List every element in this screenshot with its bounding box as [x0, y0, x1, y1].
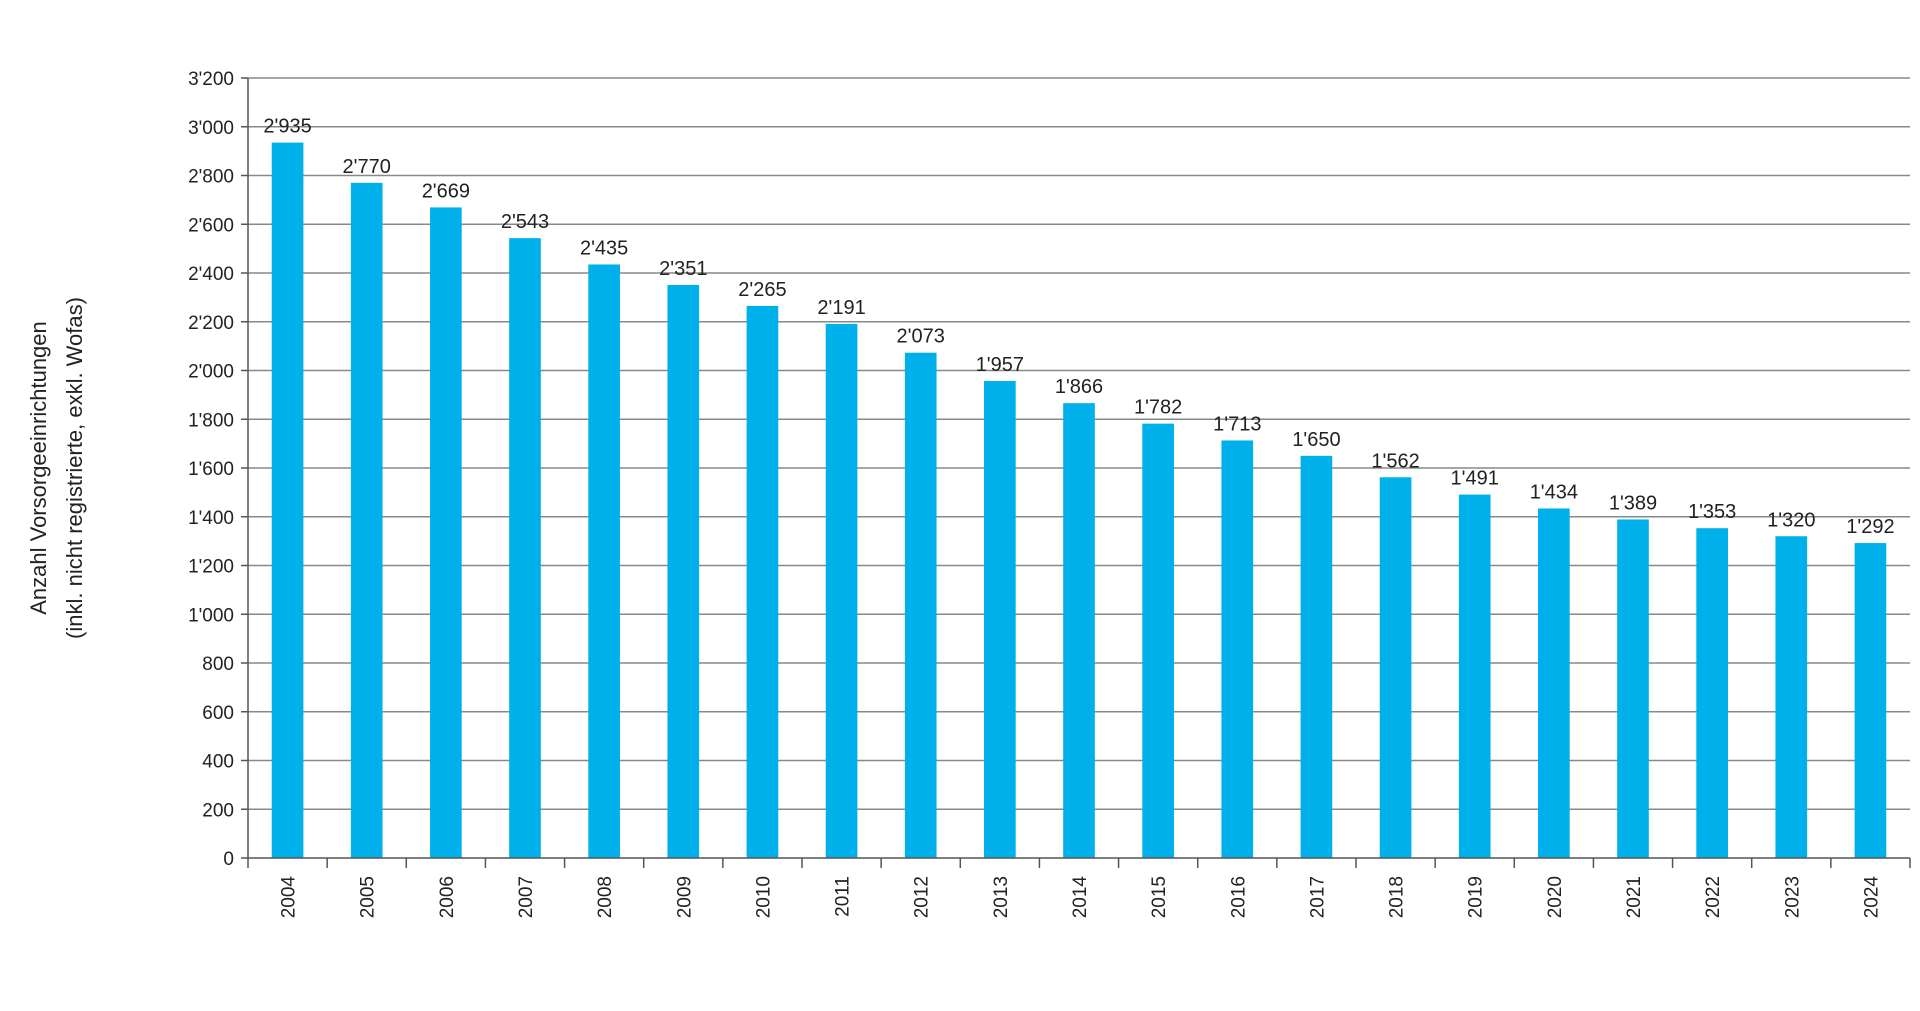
x-tick-label-2010: 2010: [753, 876, 774, 918]
bar-2018: [1379, 477, 1412, 858]
y-tick-label: 1'200: [188, 557, 234, 578]
data-label-2016: 1'713: [1213, 413, 1261, 435]
data-label-2014: 1'866: [1055, 376, 1103, 398]
y-axis-label: Anzahl Vorsorgeeinrichtungen (inkl. nicht…: [26, 297, 87, 639]
bar-2006: [430, 207, 462, 858]
data-label-2004: 2'935: [263, 116, 311, 138]
bar-2005: [350, 182, 383, 858]
data-label-2019: 1'491: [1451, 468, 1499, 490]
x-tick-label-2017: 2017: [1307, 876, 1328, 918]
data-label-2009: 2'351: [659, 258, 707, 280]
y-tick-label: 200: [202, 800, 234, 821]
data-label-2018: 1'562: [1371, 450, 1419, 472]
y-tick-label: 2'400: [188, 264, 234, 285]
bar-2020: [1538, 508, 1570, 858]
data-label-2007: 2'543: [501, 211, 549, 233]
x-tick-label-2019: 2019: [1466, 876, 1487, 918]
y-tick-label: 400: [202, 752, 234, 773]
y-tick-label: 0: [223, 849, 234, 870]
bar-2022: [1696, 528, 1728, 858]
y-axis-label-line-1: Anzahl Vorsorgeeinrichtungen: [26, 321, 51, 615]
bar-2019: [1458, 494, 1491, 858]
x-tick-label-2023: 2023: [1782, 876, 1803, 918]
bar-2010: [746, 305, 779, 858]
bar-2016: [1221, 440, 1254, 858]
data-label-2024: 1'292: [1846, 516, 1894, 538]
y-tick-label: 800: [202, 654, 234, 675]
bar-2021: [1617, 519, 1649, 858]
y-tick-label: 3'200: [188, 69, 234, 90]
x-tick-label-2006: 2006: [437, 876, 458, 918]
axes: [241, 77, 1911, 868]
x-tick-label-2020: 2020: [1545, 876, 1566, 918]
data-label-2012: 2'073: [897, 326, 945, 348]
bar-2023: [1775, 536, 1808, 858]
x-tick-label-2022: 2022: [1703, 876, 1724, 918]
bar-2008: [588, 264, 620, 858]
y-tick-label: 1'600: [188, 459, 234, 480]
y-axis-label-line-2: (inkl. nicht registrierte, exkl. Wofas): [62, 297, 87, 639]
x-tick-label-2014: 2014: [1070, 876, 1091, 919]
y-tick-label: 1'000: [188, 605, 234, 626]
data-label-2020: 1'434: [1530, 481, 1578, 503]
bar-2007: [509, 238, 541, 859]
y-tick-label: 3'000: [188, 118, 234, 139]
x-tick-label-2018: 2018: [1387, 876, 1408, 918]
data-label-2010: 2'265: [738, 279, 786, 301]
x-tick-label-2009: 2009: [674, 876, 695, 918]
x-tick-label-2004: 2004: [279, 876, 300, 919]
data-label-2023: 1'320: [1767, 509, 1815, 531]
bar-2009: [667, 284, 700, 859]
y-tick-label: 1'800: [188, 410, 234, 431]
bar-2024: [1854, 543, 1887, 858]
x-tick-label-2008: 2008: [595, 876, 616, 918]
data-label-2011: 2'191: [817, 297, 865, 319]
data-label-2021: 1'389: [1609, 492, 1657, 514]
bar-2011: [825, 323, 858, 859]
y-tick-label: 2'800: [188, 167, 234, 188]
y-tick-label: 2'200: [188, 313, 234, 334]
x-tick-label-2024: 2024: [1861, 876, 1882, 919]
bar-2015: [1142, 423, 1174, 858]
data-label-2005: 2'770: [343, 156, 391, 178]
x-tick-label-2016: 2016: [1228, 876, 1249, 918]
x-tick-label-2013: 2013: [991, 876, 1012, 918]
x-tick-label-2015: 2015: [1149, 876, 1170, 918]
data-labels: 2'935 2'770 2'669 2'543 2'435 2'351 2'265 2'191…: [263, 116, 1894, 538]
data-label-2008: 2'435: [580, 237, 628, 259]
data-label-2013: 1'957: [976, 354, 1024, 376]
bar-2004: [271, 142, 304, 858]
data-label-2022: 1'353: [1688, 501, 1736, 523]
bars: [271, 142, 1887, 859]
bar-2017: [1300, 455, 1333, 858]
data-label-2015: 1'782: [1134, 397, 1182, 419]
y-tick-label: 2'000: [188, 362, 234, 383]
y-tick-label: 600: [202, 703, 234, 724]
x-tick-label-2007: 2007: [516, 876, 537, 918]
y-tick-label: 1'400: [188, 508, 234, 529]
y-axis-title: Anzahl Vorsorgeeinrichtungen (inkl. nicht…: [26, 297, 87, 639]
data-label-2017: 1'650: [1292, 429, 1340, 451]
bar-2013: [984, 380, 1016, 858]
y-tick-labels: 0 200 400 600 800 1'000 1'200 1'400 1'600 1'800 2'…: [188, 69, 234, 870]
x-tick-label-2011: 2011: [833, 876, 854, 917]
x-tick-label-2021: 2021: [1624, 876, 1645, 918]
bar-2014: [1063, 403, 1095, 858]
x-tick-label-2012: 2012: [912, 876, 933, 918]
data-label-2006: 2'669: [422, 180, 470, 202]
y-tick-label: 2'600: [188, 215, 234, 236]
x-tick-label-2005: 2005: [358, 876, 379, 918]
bar-2012: [904, 352, 937, 858]
x-tick-labels: 2004 2005 2006 2007 2008 2009 2010 2011 2012 2013…: [279, 876, 1883, 919]
